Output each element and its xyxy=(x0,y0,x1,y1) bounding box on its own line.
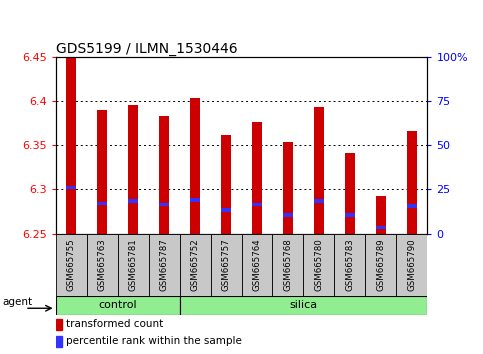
FancyBboxPatch shape xyxy=(180,234,211,296)
Bar xyxy=(252,203,262,206)
FancyBboxPatch shape xyxy=(86,234,117,296)
Text: percentile rank within the sample: percentile rank within the sample xyxy=(66,336,242,346)
Text: silica: silica xyxy=(289,300,317,310)
Text: GSM665789: GSM665789 xyxy=(376,238,385,291)
FancyBboxPatch shape xyxy=(149,234,180,296)
FancyBboxPatch shape xyxy=(211,234,242,296)
FancyBboxPatch shape xyxy=(180,296,427,315)
Text: control: control xyxy=(98,300,137,310)
Text: GSM665752: GSM665752 xyxy=(190,238,199,291)
FancyBboxPatch shape xyxy=(397,234,427,296)
Text: GSM665768: GSM665768 xyxy=(284,238,293,291)
FancyBboxPatch shape xyxy=(366,234,397,296)
Bar xyxy=(190,198,200,202)
Bar xyxy=(97,110,107,234)
FancyBboxPatch shape xyxy=(272,234,303,296)
FancyBboxPatch shape xyxy=(56,296,180,315)
Bar xyxy=(283,213,293,217)
Text: GSM665783: GSM665783 xyxy=(345,238,355,291)
Bar xyxy=(56,336,62,347)
Bar xyxy=(376,196,386,234)
Bar xyxy=(313,199,325,202)
FancyBboxPatch shape xyxy=(303,234,334,296)
Text: agent: agent xyxy=(3,297,33,307)
Text: GSM665764: GSM665764 xyxy=(253,238,261,291)
FancyBboxPatch shape xyxy=(334,234,366,296)
FancyBboxPatch shape xyxy=(117,234,149,296)
Bar xyxy=(158,116,170,234)
Text: transformed count: transformed count xyxy=(66,319,163,329)
Text: GSM665763: GSM665763 xyxy=(98,238,107,291)
Bar xyxy=(252,122,262,234)
Text: GSM665790: GSM665790 xyxy=(408,238,416,291)
Bar xyxy=(313,107,325,234)
Bar xyxy=(407,205,417,208)
Bar xyxy=(97,202,107,205)
Bar xyxy=(376,226,386,229)
FancyBboxPatch shape xyxy=(242,234,272,296)
Bar xyxy=(221,208,231,211)
Bar xyxy=(56,319,62,330)
Bar xyxy=(344,153,355,234)
Text: GSM665755: GSM665755 xyxy=(67,238,75,291)
Text: GSM665781: GSM665781 xyxy=(128,238,138,291)
Bar xyxy=(158,203,170,206)
Text: GDS5199 / ILMN_1530446: GDS5199 / ILMN_1530446 xyxy=(56,42,237,56)
Text: GSM665787: GSM665787 xyxy=(159,238,169,291)
Text: GSM665757: GSM665757 xyxy=(222,238,230,291)
Bar xyxy=(221,135,231,234)
Bar xyxy=(66,57,76,234)
Bar xyxy=(66,186,76,189)
Bar xyxy=(128,105,139,234)
Bar xyxy=(407,131,417,234)
Bar xyxy=(128,199,139,202)
FancyBboxPatch shape xyxy=(56,234,86,296)
Text: GSM665780: GSM665780 xyxy=(314,238,324,291)
Bar xyxy=(344,213,355,217)
Bar xyxy=(283,142,293,234)
Bar xyxy=(190,98,200,234)
